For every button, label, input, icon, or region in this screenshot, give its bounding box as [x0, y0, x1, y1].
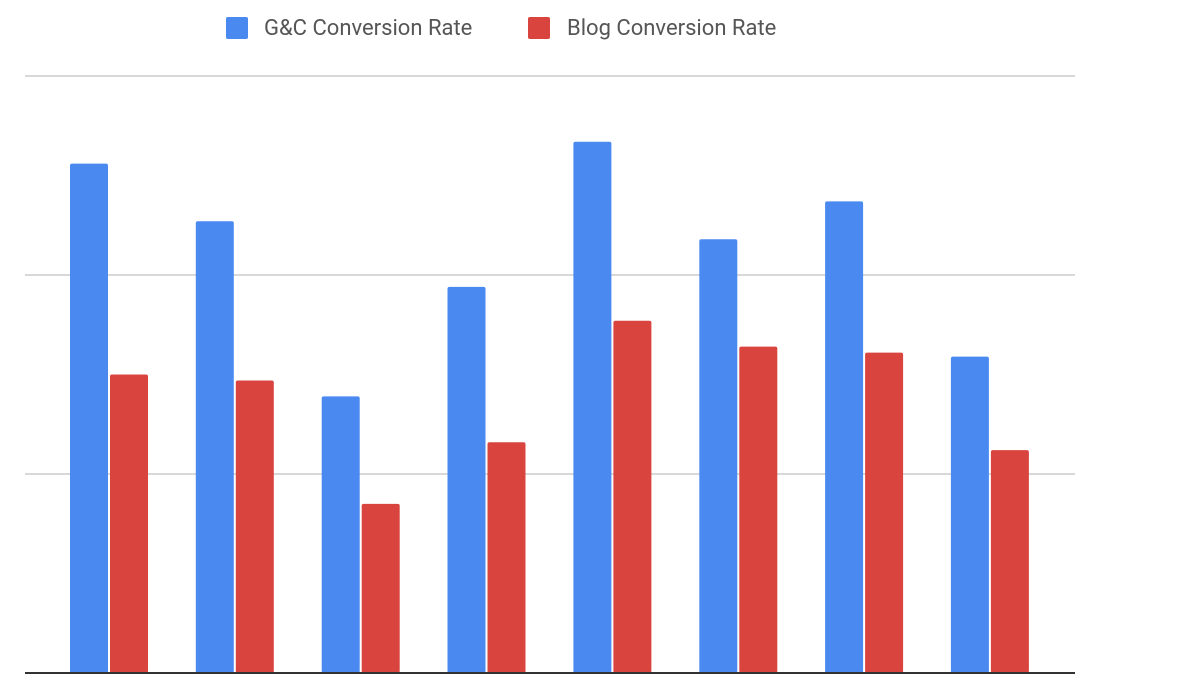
- bar-gc-3[interactable]: [321, 396, 360, 673]
- bar-blog-3[interactable]: [361, 503, 400, 673]
- legend-swatch-blog: [528, 17, 550, 39]
- gridlines: [25, 75, 1075, 475]
- bar-blog-5[interactable]: [613, 320, 652, 673]
- legend-swatch-gc: [226, 17, 248, 39]
- bar-blog-6[interactable]: [739, 346, 778, 673]
- legend: G&C Conversion Rate Blog Conversion Rate: [226, 16, 776, 41]
- bar-blog-4[interactable]: [487, 442, 526, 673]
- legend-item-gc[interactable]: G&C Conversion Rate: [226, 16, 472, 41]
- bar-gc-2[interactable]: [195, 221, 234, 674]
- bar-gc-4[interactable]: [447, 286, 486, 673]
- bar-gc-6[interactable]: [699, 239, 738, 673]
- bar-blog-8[interactable]: [990, 450, 1029, 673]
- legend-item-blog[interactable]: Blog Conversion Rate: [528, 16, 776, 41]
- bar-blog-1[interactable]: [110, 374, 148, 674]
- bar-gc-5[interactable]: [573, 141, 612, 673]
- bar-gc-1[interactable]: [70, 163, 108, 673]
- legend-label-gc: G&C Conversion Rate: [264, 16, 472, 41]
- legend-label-blog: Blog Conversion Rate: [567, 16, 776, 41]
- bar-blog-7[interactable]: [865, 352, 904, 673]
- bar-gc-7[interactable]: [825, 201, 864, 673]
- bar-blog-2[interactable]: [235, 380, 274, 674]
- bar-gc-8[interactable]: [950, 356, 989, 673]
- bars: [70, 141, 1029, 674]
